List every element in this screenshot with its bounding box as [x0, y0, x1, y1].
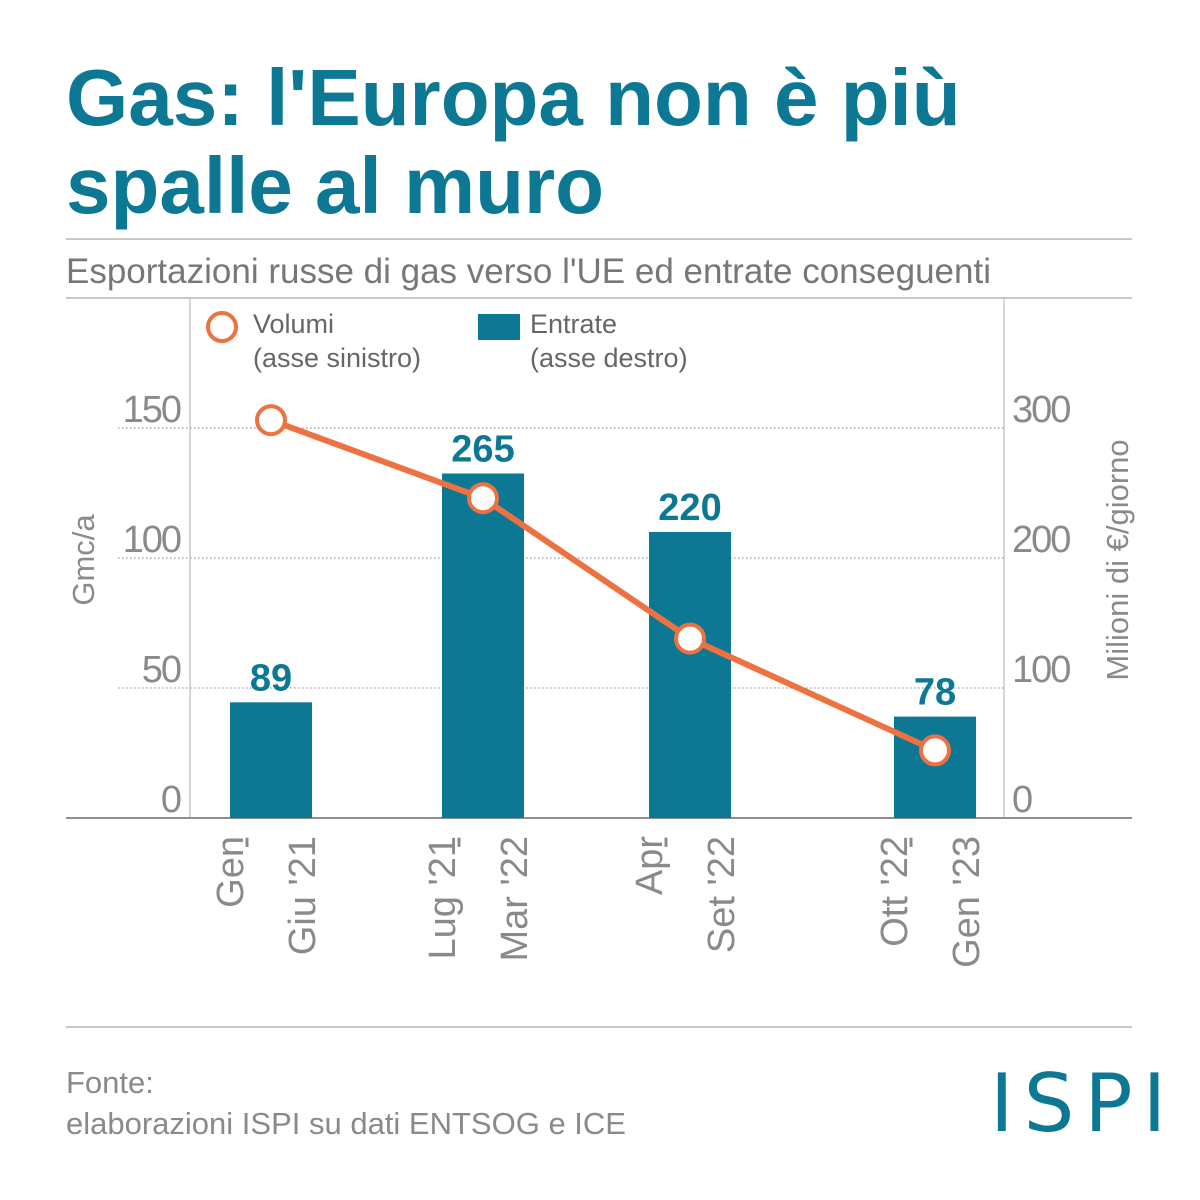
right-tick-label: 0: [1012, 779, 1032, 821]
subtitle-divider: [66, 297, 1132, 299]
source-label: Fonte:: [66, 1065, 154, 1100]
line-point: [255, 404, 287, 437]
x-tick-label: Gen: [210, 836, 252, 908]
right-tick-label: 300: [1012, 389, 1070, 431]
left-tick-label: 50: [142, 649, 181, 691]
bar-data-label: 265: [451, 429, 514, 471]
left-tick-label: 100: [123, 519, 181, 561]
x-tick-label: Gen '23: [946, 836, 988, 968]
chart-subtitle: Esportazioni russe di gas verso l'UE ed …: [66, 252, 991, 291]
left-axis-title: Gmc/a: [66, 514, 101, 606]
bars: 89 265 220 78: [230, 429, 976, 818]
x-tick-separator: -: [224, 836, 266, 849]
axis-labels: 0 50 100 150 0 100 200 300 Gmc/a Milioni di €/gio…: [66, 389, 1135, 968]
legend-entrate-icon: [478, 314, 520, 340]
x-tick-separator: -: [643, 836, 685, 849]
x-tick-label: Apr: [629, 836, 671, 895]
legend: Volumi (asse sinistro) Entrate (asse destro…: [206, 309, 688, 373]
line-point: [467, 482, 499, 515]
title-line-2: spalle al muro: [66, 141, 604, 230]
line-point: [919, 734, 951, 767]
volume-line-path: [269, 417, 937, 754]
volume-line: [255, 404, 951, 767]
title-line-1: Gas: l'Europa non è più: [66, 53, 961, 142]
footer-divider: [66, 1026, 1132, 1028]
x-tick-separator: -: [436, 836, 478, 849]
x-tick-label: Lug '21: [422, 836, 464, 959]
bar: [442, 473, 524, 818]
line-point: [674, 622, 706, 655]
x-tick-label: Set '22: [701, 836, 743, 953]
x-tick-label: Mar '22: [494, 836, 536, 962]
legend-entrate-note: (asse destro): [530, 343, 688, 373]
right-axis-title: Milioni di €/giorno: [1100, 439, 1135, 680]
page-title: Gas: l'Europa non è più spalle al muro: [66, 54, 1146, 230]
legend-volumi-icon: [206, 311, 238, 343]
title-divider: [66, 238, 1132, 240]
source-text: elaborazioni ISPI su dati ENTSOG e ICE: [66, 1106, 626, 1141]
left-tick-label: 150: [123, 389, 181, 431]
ispi-logo: ISPI: [990, 1057, 1177, 1150]
bar-data-label: 78: [914, 672, 956, 714]
legend-volumi-label: Volumi: [253, 309, 334, 339]
bar: [230, 702, 312, 818]
x-tick-separator: -: [888, 836, 930, 849]
legend-entrate-label: Entrate: [530, 309, 617, 339]
bar: [894, 716, 976, 818]
bar: [649, 532, 731, 818]
x-tick-label: Giu '21: [282, 836, 324, 955]
bar-data-label: 89: [250, 657, 292, 699]
chart: 89 265 220 78 0 50 100 150 0 100 200 300 Gmc/a Milio…: [66, 298, 1135, 968]
right-tick-label: 200: [1012, 519, 1070, 561]
x-tick-label: Ott '22: [874, 836, 916, 947]
source-note: Fonte: elaborazioni ISPI su dati ENTSOG …: [66, 1062, 626, 1144]
bar-data-label: 220: [658, 487, 721, 529]
left-tick-label: 0: [161, 779, 181, 821]
right-tick-label: 100: [1012, 649, 1070, 691]
legend-volumi-note: (asse sinistro): [253, 343, 421, 373]
